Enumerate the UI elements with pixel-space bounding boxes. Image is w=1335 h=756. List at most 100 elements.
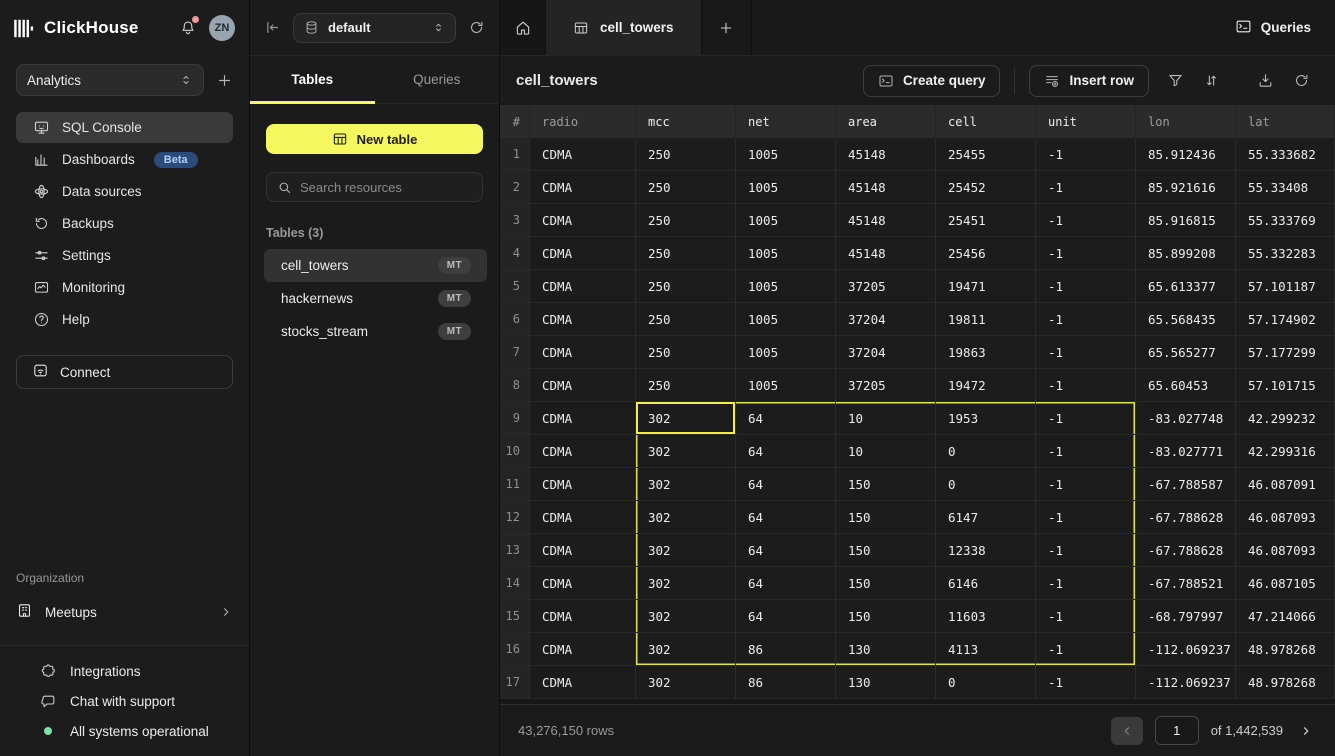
cell-lat[interactable]: 46.087091 xyxy=(1236,468,1335,501)
cell-mcc[interactable]: 302 xyxy=(636,600,736,633)
row-number[interactable]: 6 xyxy=(500,303,530,336)
cell-lat[interactable]: 55.333682 xyxy=(1236,138,1335,171)
cell-lat[interactable]: 55.333769 xyxy=(1236,204,1335,237)
cell-net[interactable]: 1005 xyxy=(736,303,836,336)
cell-cell[interactable]: 0 xyxy=(936,666,1036,699)
cell-radio[interactable]: CDMA xyxy=(530,204,636,237)
cell-net[interactable]: 86 xyxy=(736,666,836,699)
cell-lon[interactable]: 85.899208 xyxy=(1136,237,1236,270)
cell-radio[interactable]: CDMA xyxy=(530,138,636,171)
cell-lat[interactable]: 57.101187 xyxy=(1236,270,1335,303)
cell-lon[interactable]: -83.027748 xyxy=(1136,402,1236,435)
table-list-item-cell-towers[interactable]: cell_towers MT xyxy=(264,249,487,282)
cell-lon[interactable]: -68.797997 xyxy=(1136,600,1236,633)
cell-area[interactable]: 37204 xyxy=(836,303,936,336)
row-number[interactable]: 5 xyxy=(500,270,530,303)
cell-radio[interactable]: CDMA xyxy=(530,501,636,534)
add-workspace-button[interactable] xyxy=(216,72,233,89)
browser-tab-queries[interactable]: Queries xyxy=(413,72,461,87)
cell-area[interactable]: 37205 xyxy=(836,270,936,303)
create-query-button[interactable]: Create query xyxy=(862,64,1001,97)
cell-lon[interactable]: -83.027771 xyxy=(1136,435,1236,468)
sidebar-item-meetups[interactable]: Meetups xyxy=(0,595,249,629)
sidebar-item-help[interactable]: Help xyxy=(16,304,233,335)
cell-lat[interactable]: 55.332283 xyxy=(1236,237,1335,270)
cell-unit[interactable]: -1 xyxy=(1036,369,1136,402)
cell-cell[interactable]: 4113 xyxy=(936,633,1036,666)
cell-lon[interactable]: -112.069237 xyxy=(1136,666,1236,699)
cell-lon[interactable]: 85.916815 xyxy=(1136,204,1236,237)
cell-unit[interactable]: -1 xyxy=(1036,567,1136,600)
cell-net[interactable]: 64 xyxy=(736,567,836,600)
connect-button[interactable]: Connect xyxy=(16,355,233,389)
cell-mcc[interactable]: 250 xyxy=(636,303,736,336)
cell-cell[interactable]: 19811 xyxy=(936,303,1036,336)
cell-radio[interactable]: CDMA xyxy=(530,468,636,501)
cell-lon[interactable]: -67.788628 xyxy=(1136,534,1236,567)
cell-area[interactable]: 150 xyxy=(836,468,936,501)
cell-net[interactable]: 64 xyxy=(736,501,836,534)
cell-mcc[interactable]: 250 xyxy=(636,138,736,171)
cell-lon[interactable]: 85.921616 xyxy=(1136,171,1236,204)
next-page-button[interactable] xyxy=(1295,724,1317,738)
add-tab-button[interactable] xyxy=(702,0,752,55)
cell-unit[interactable]: -1 xyxy=(1036,468,1136,501)
column-header-cell[interactable]: cell xyxy=(936,105,1036,138)
cell-net[interactable]: 1005 xyxy=(736,369,836,402)
cell-net[interactable]: 1005 xyxy=(736,237,836,270)
row-number[interactable]: 7 xyxy=(500,336,530,369)
cell-unit[interactable]: -1 xyxy=(1036,171,1136,204)
new-table-button[interactable]: New table xyxy=(266,124,483,154)
sidebar-item-settings[interactable]: Settings xyxy=(16,240,233,271)
cell-unit[interactable]: -1 xyxy=(1036,534,1136,567)
active-cell-mcc[interactable]: 302 xyxy=(636,402,736,435)
queries-button[interactable]: Queries xyxy=(1211,0,1335,55)
cell-mcc[interactable]: 250 xyxy=(636,270,736,303)
cell-unit[interactable]: -1 xyxy=(1036,237,1136,270)
cell-unit[interactable]: -1 xyxy=(1036,402,1136,435)
cell-lon[interactable]: -67.788628 xyxy=(1136,501,1236,534)
sidebar-item-dashboards[interactable]: Dashboards Beta xyxy=(16,144,233,175)
cell-area[interactable]: 45148 xyxy=(836,237,936,270)
cell-area[interactable]: 150 xyxy=(836,534,936,567)
row-number[interactable]: 15 xyxy=(500,600,530,633)
cell-cell[interactable]: 0 xyxy=(936,435,1036,468)
refresh-button[interactable] xyxy=(1283,65,1319,97)
cell-lat[interactable]: 46.087105 xyxy=(1236,567,1335,600)
refresh-icon[interactable] xyxy=(468,19,485,36)
cell-lon[interactable]: 85.912436 xyxy=(1136,138,1236,171)
cell-net[interactable]: 64 xyxy=(736,468,836,501)
cell-lon[interactable]: 65.565277 xyxy=(1136,336,1236,369)
cell-lat[interactable]: 57.174902 xyxy=(1236,303,1335,336)
cell-lat[interactable]: 42.299316 xyxy=(1236,435,1335,468)
home-button[interactable] xyxy=(500,0,546,55)
row-number[interactable]: 2 xyxy=(500,171,530,204)
notifications-bell-icon[interactable] xyxy=(176,16,200,40)
cell-lon[interactable]: 65.568435 xyxy=(1136,303,1236,336)
cell-net[interactable]: 1005 xyxy=(736,336,836,369)
cell-area[interactable]: 10 xyxy=(836,402,936,435)
cell-unit[interactable]: -1 xyxy=(1036,303,1136,336)
cell-lat[interactable]: 46.087093 xyxy=(1236,501,1335,534)
cell-lat[interactable]: 46.087093 xyxy=(1236,534,1335,567)
cell-unit[interactable]: -1 xyxy=(1036,138,1136,171)
cell-net[interactable]: 1005 xyxy=(736,138,836,171)
cell-radio[interactable]: CDMA xyxy=(530,600,636,633)
cell-mcc[interactable]: 250 xyxy=(636,369,736,402)
cell-radio[interactable]: CDMA xyxy=(530,336,636,369)
cell-area[interactable]: 45148 xyxy=(836,204,936,237)
row-number[interactable]: 13 xyxy=(500,534,530,567)
cell-area[interactable]: 45148 xyxy=(836,171,936,204)
sidebar-item-backups[interactable]: Backups xyxy=(16,208,233,239)
browser-tab-tables[interactable]: Tables xyxy=(250,56,375,104)
sidebar-item-chat-with-support[interactable]: Chat with support xyxy=(0,686,249,716)
cell-unit[interactable]: -1 xyxy=(1036,336,1136,369)
cell-cell[interactable]: 0 xyxy=(936,468,1036,501)
row-number[interactable]: 17 xyxy=(500,666,530,699)
cell-lon[interactable]: 65.60453 xyxy=(1136,369,1236,402)
column-header-mcc[interactable]: mcc xyxy=(636,105,736,138)
cell-unit[interactable]: -1 xyxy=(1036,600,1136,633)
sidebar-item-sql-console[interactable]: SQL Console xyxy=(16,112,233,143)
cell-cell[interactable]: 25455 xyxy=(936,138,1036,171)
cell-radio[interactable]: CDMA xyxy=(530,270,636,303)
